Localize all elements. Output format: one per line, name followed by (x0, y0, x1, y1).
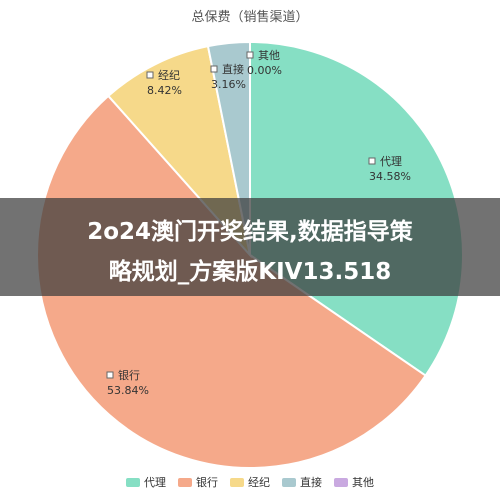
legend-item-5[interactable]: 其他 (334, 474, 374, 490)
legend-item-3[interactable]: 经纪 (230, 474, 270, 490)
slice-3-name-label: 经纪 (158, 69, 180, 82)
headline-line-1: 2o24澳门开奖结果,数据指导策 (87, 219, 413, 245)
chart-title: 总保费（销售渠道） (191, 10, 309, 25)
slice-1-name-label: 代理 (380, 155, 402, 168)
legend-swatch (178, 477, 192, 487)
headline-line-2: 略规划_方案版KIV13.518 (108, 259, 392, 285)
slice-1-value-label: 34.58% (369, 170, 411, 183)
legend-swatch (334, 477, 348, 487)
slice-2-name-label: 银行 (118, 368, 140, 382)
legend-label: 银行 (196, 476, 218, 489)
legend-label: 直接 (300, 476, 322, 489)
slice-2-marker (106, 371, 114, 379)
slice-4-value-label: 3.16% (211, 78, 246, 91)
legend-swatch (282, 477, 296, 487)
headline-overlay: 2o24澳门开奖结果,数据指导策 略规划_方案版KIV13.518 (0, 198, 500, 296)
slice-5-marker (246, 51, 254, 59)
slice-4-marker (210, 65, 218, 73)
slice-5-value-label: 0.00% (247, 64, 282, 77)
slice-5-name-label: 其他 (258, 49, 280, 62)
slice-1-marker (368, 157, 376, 165)
legend-swatch (230, 477, 244, 487)
slice-4-name-label: 直接 (222, 62, 244, 76)
chart-legend: 代理 银行 经纪 直接 其他 (0, 474, 500, 490)
legend-label: 经纪 (248, 476, 270, 489)
legend-label: 其他 (352, 476, 374, 489)
legend-swatch (126, 477, 140, 487)
legend-item-4[interactable]: 直接 (282, 474, 322, 490)
slice-3-value-label: 8.42% (147, 84, 182, 97)
slice-2-value-label: 53.84% (107, 384, 149, 397)
legend-item-1[interactable]: 代理 (126, 474, 166, 490)
slice-3-marker (146, 71, 154, 79)
legend-item-2[interactable]: 银行 (178, 474, 218, 490)
legend-label: 代理 (144, 476, 166, 489)
